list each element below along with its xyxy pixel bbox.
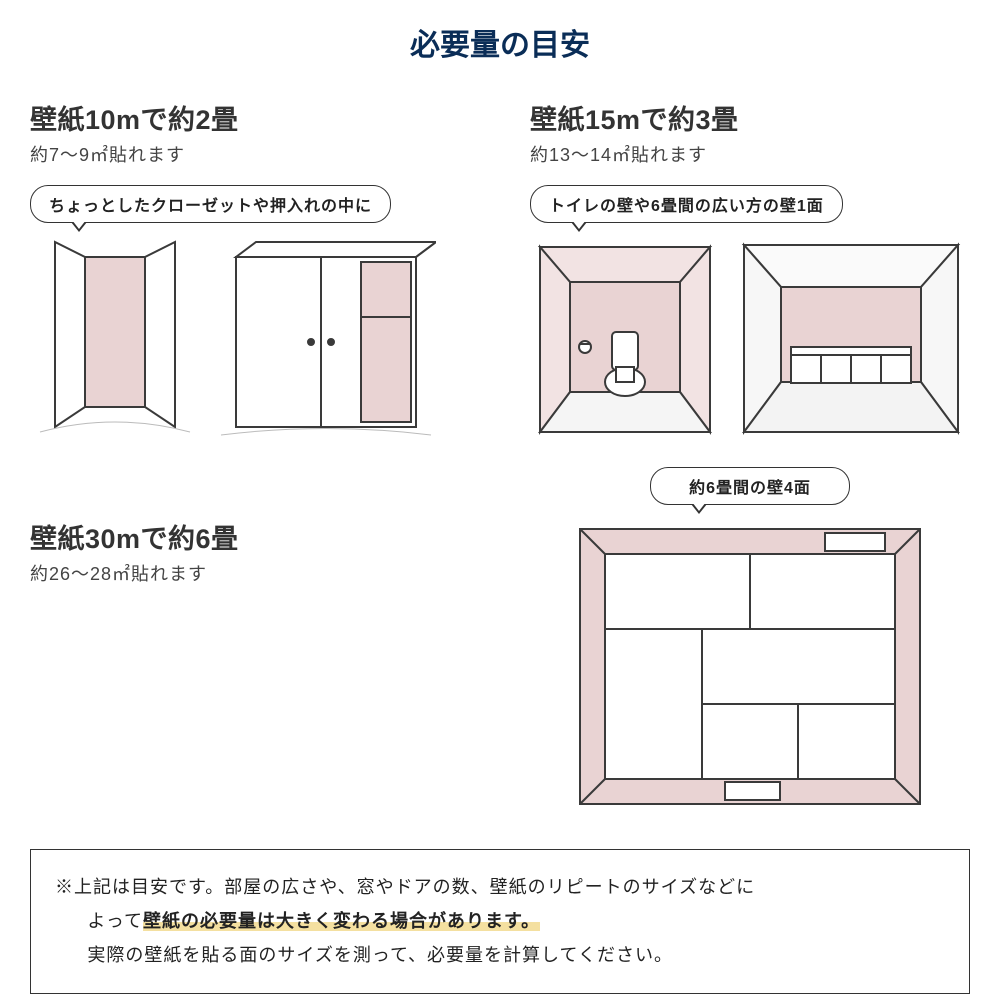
block-30m-heading: 壁紙30mで約6畳 (30, 517, 470, 556)
block-10m-sub: 約7〜9㎡貼れます (30, 141, 470, 167)
block-15m-illustrations (530, 237, 970, 437)
closet-open-icon (30, 237, 200, 437)
block-10m-heading: 壁紙10mで約2畳 (30, 98, 470, 137)
note-line2-pre: よって (87, 911, 143, 931)
left-column: 壁紙10mで約2畳 約7〜9㎡貼れます ちょっとしたクローゼットや押入れの中に (30, 98, 470, 819)
block-10m: 壁紙10mで約2畳 約7〜9㎡貼れます ちょっとしたクローゼットや押入れの中に (30, 98, 470, 437)
block-30m-illus: 約6畳間の壁4面 (530, 467, 970, 819)
block-10m-bubble: ちょっとしたクローゼットや押入れの中に (30, 185, 391, 223)
floorplan-6tatami-icon (570, 519, 930, 819)
note-line2-highlight: 壁紙の必要量は大きく変わる場合があります。 (143, 911, 540, 931)
room-one-wall-icon (736, 237, 966, 437)
note-line3: 実際の壁紙を貼る面のサイズを測って、必要量を計算してください。 (55, 938, 945, 972)
content-grid: 壁紙10mで約2畳 約7〜9㎡貼れます ちょっとしたクローゼットや押入れの中に (30, 98, 970, 819)
toilet-room-icon (530, 237, 720, 437)
block-15m-heading: 壁紙15mで約3畳 (530, 98, 970, 137)
block-15m-bubble: トイレの壁や6畳間の広い方の壁1面 (530, 185, 843, 223)
block-15m-sub: 約13〜14㎡貼れます (530, 141, 970, 167)
block-15m: 壁紙15mで約3畳 約13〜14㎡貼れます トイレの壁や6畳間の広い方の壁1面 (530, 98, 970, 437)
block-30m: 壁紙30mで約6畳 約26〜28㎡貼れます (30, 517, 470, 586)
note-line1: ※上記は目安です。部屋の広さや、窓やドアの数、壁紙のリピートのサイズなどに (55, 877, 755, 897)
block-30m-sub: 約26〜28㎡貼れます (30, 560, 470, 586)
closet-sliding-icon (216, 237, 436, 437)
note-box: ※上記は目安です。部屋の広さや、窓やドアの数、壁紙のリピートのサイズなどに よっ… (30, 849, 970, 994)
page-title: 必要量の目安 (30, 20, 970, 64)
right-column: 壁紙15mで約3畳 約13〜14㎡貼れます トイレの壁や6畳間の広い方の壁1面 (530, 98, 970, 819)
block-30m-bubble: 約6畳間の壁4面 (650, 467, 850, 505)
block-10m-illustrations (30, 237, 470, 437)
